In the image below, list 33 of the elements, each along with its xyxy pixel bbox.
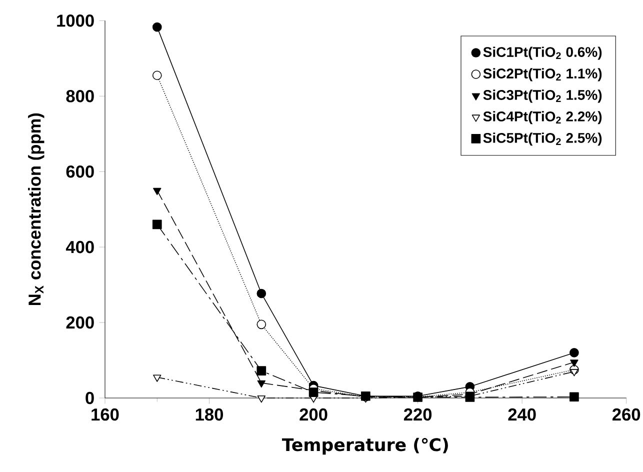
point	[152, 22, 162, 32]
y-tick-label: 600	[66, 165, 94, 178]
point	[256, 366, 266, 376]
legend-label: SiC5Pt(TiO$_{2}$ 2.5%)	[483, 132, 602, 146]
legend-label: SiC2Pt(TiO$_{2}$ 1.1%)	[483, 68, 602, 82]
point	[152, 70, 162, 80]
x-tick-label: 220	[404, 408, 432, 421]
x-tick-label: 160	[92, 408, 119, 421]
legend-label: SiC3Pt(TiO$_{2}$ 1.5%)	[483, 90, 602, 103]
x-tick-label: 240	[508, 408, 536, 421]
point	[256, 320, 266, 330]
y-tick-label: 0	[86, 392, 94, 404]
point	[570, 348, 579, 358]
y-tick-label: 400	[66, 240, 94, 254]
legend-label: SiC4Pt(TiO$_{2}$ 2.2%)	[483, 111, 602, 124]
y-axis-title: N$_{X}$ concentration (ppm)	[28, 113, 44, 306]
point	[257, 380, 266, 388]
y-tick-label: 1000	[57, 14, 94, 27]
legend-label: SiC1Pt(TiO$_{2}$ 0.6%)	[483, 46, 602, 60]
point	[257, 395, 266, 403]
point	[152, 220, 162, 230]
point	[570, 360, 578, 367]
point	[153, 374, 162, 382]
point	[570, 369, 578, 376]
point	[153, 188, 162, 196]
x-tick-label: 200	[300, 408, 328, 421]
x-tick-label: 260	[612, 408, 640, 421]
x-tick-label: 180	[196, 408, 224, 421]
y-tick-label: 200	[66, 316, 94, 329]
point	[256, 288, 266, 298]
x-axis-title: Temperature (℃)	[282, 438, 448, 455]
y-tick-label: 800	[66, 90, 94, 102]
point	[570, 392, 579, 402]
